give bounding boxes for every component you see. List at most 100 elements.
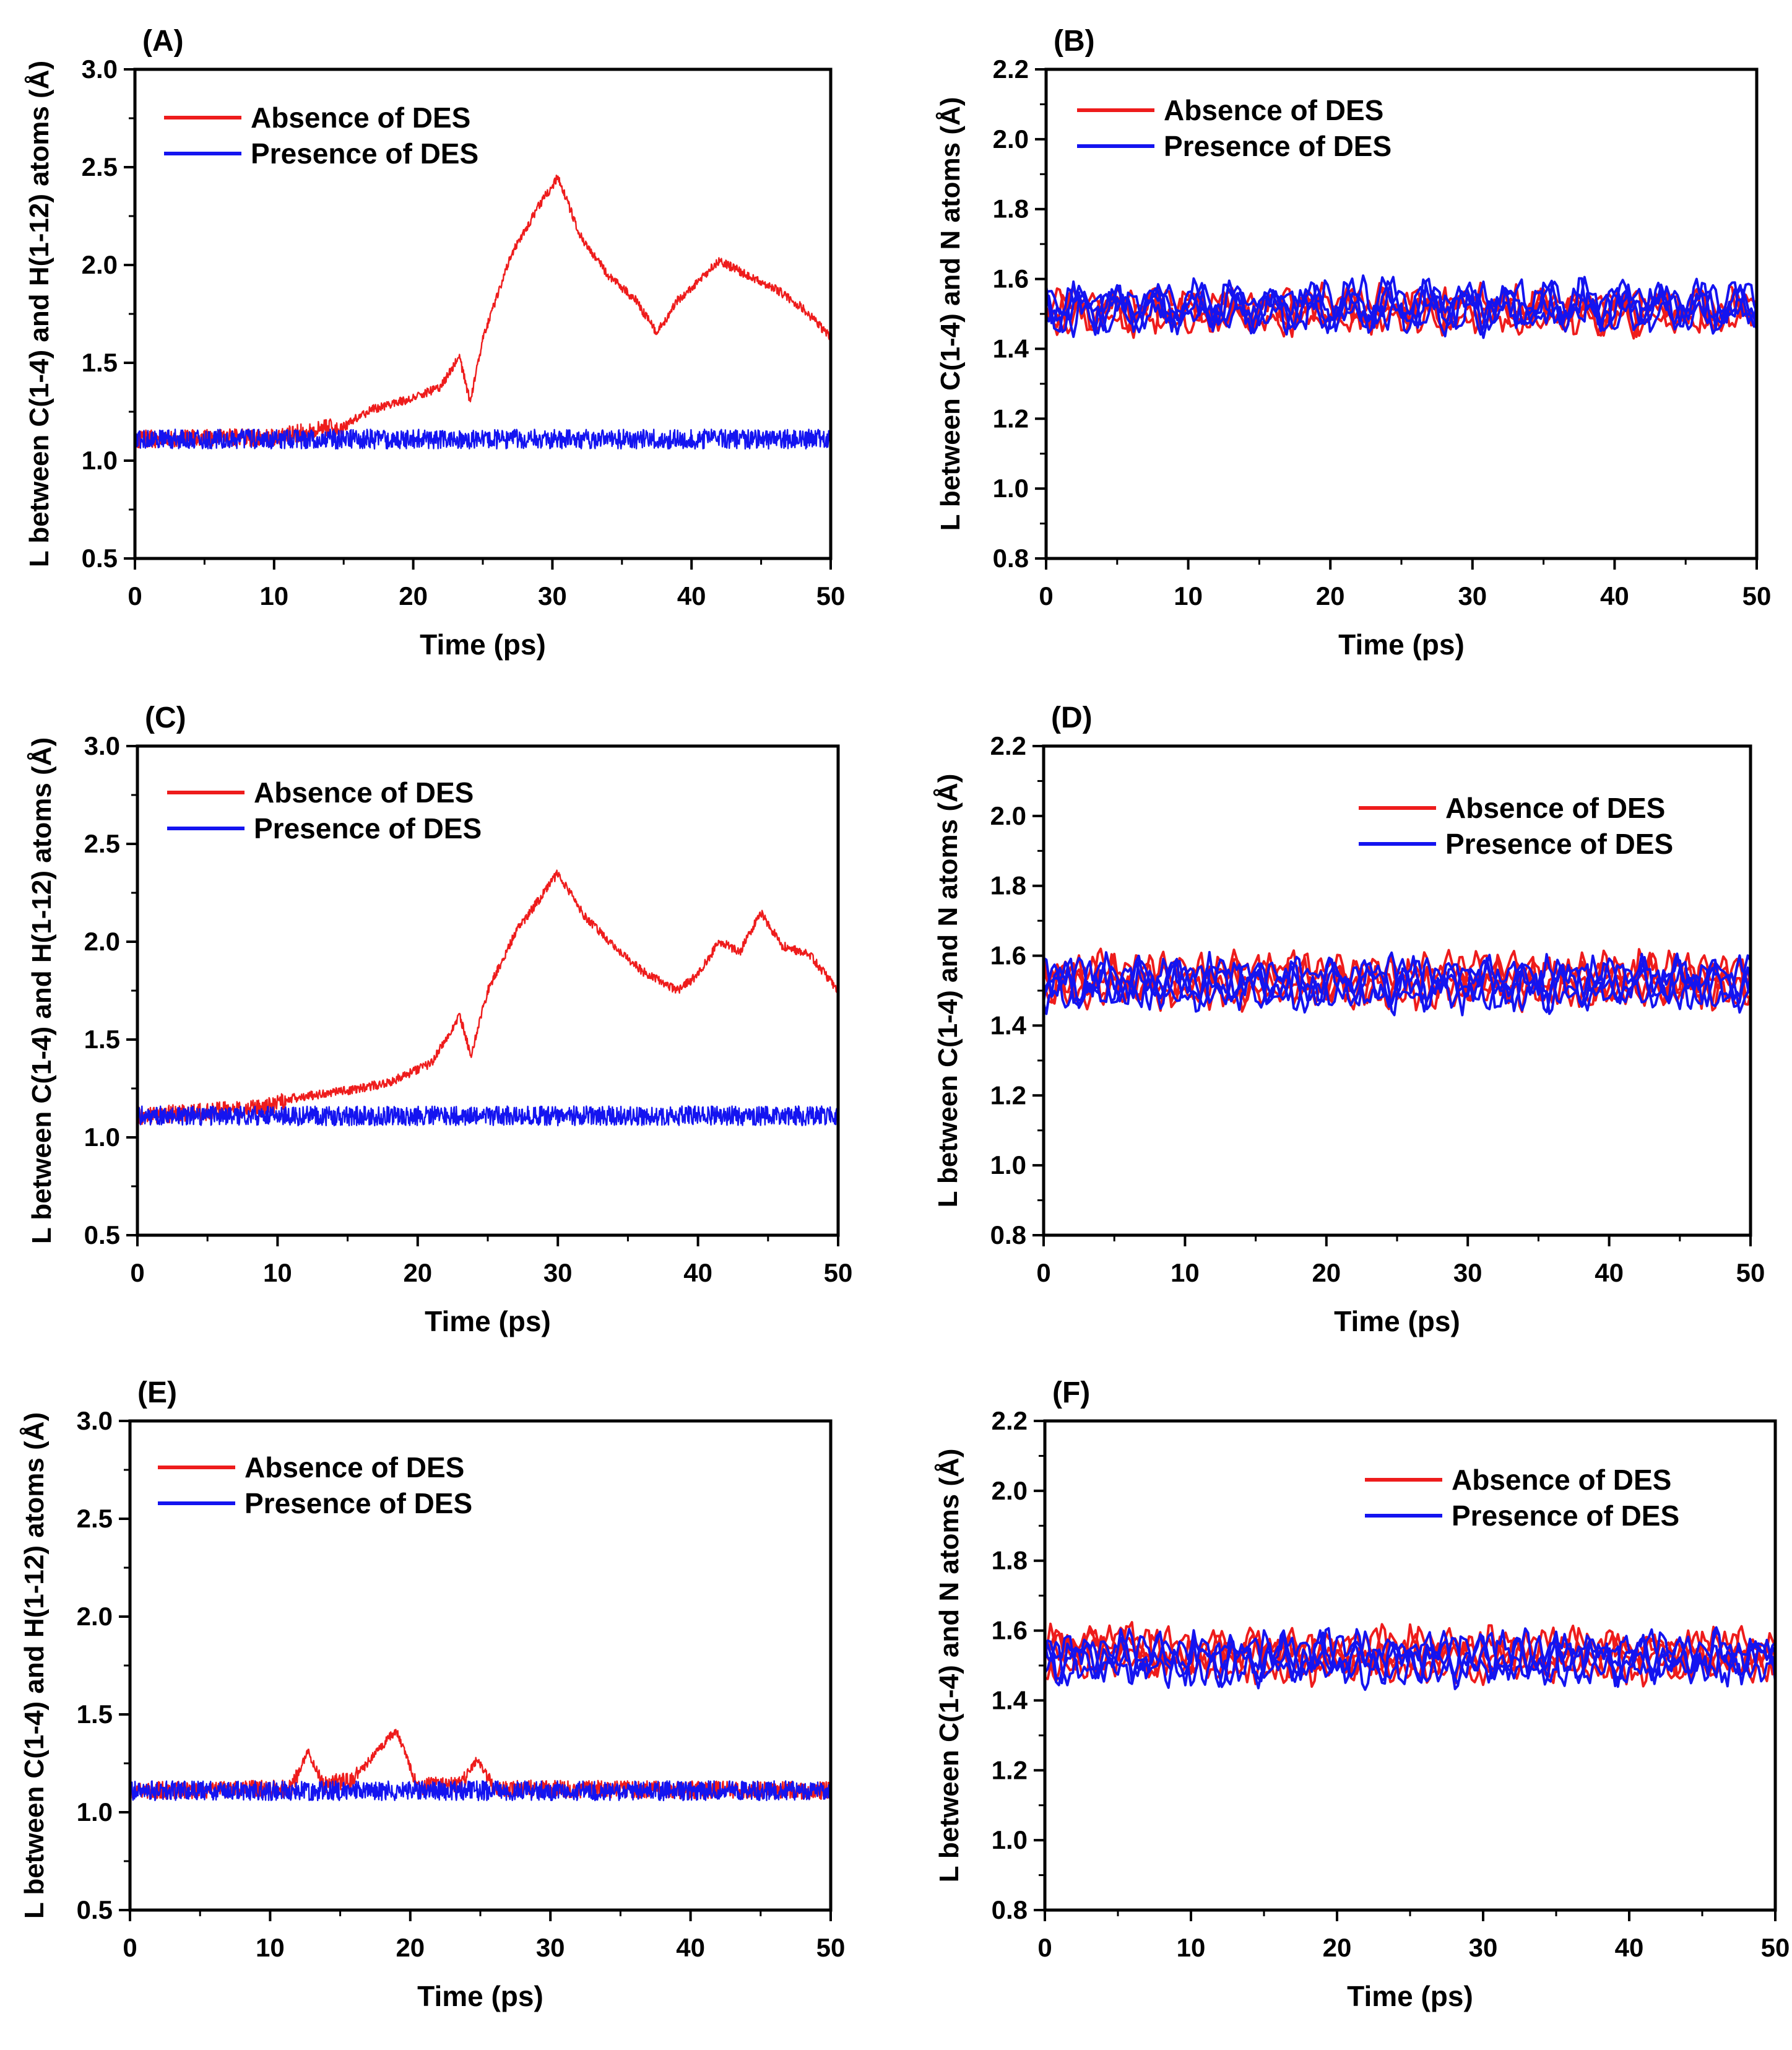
series-line-presence-of-des-d-4: [1044, 951, 1751, 1012]
x-tick-label: 10: [1171, 1258, 1200, 1287]
y-tick-label: 0.5: [82, 544, 118, 573]
x-tick-label: 20: [1316, 581, 1345, 610]
x-tick-label: 30: [538, 581, 567, 610]
x-tick-label: 10: [1174, 581, 1203, 610]
panel-label: (E): [137, 1376, 177, 1409]
y-tick-label: 0.5: [84, 1220, 120, 1249]
y-tick-label: 0.8: [992, 1895, 1028, 1924]
x-tick-label: 10: [263, 1258, 292, 1287]
y-tick-label: 1.0: [993, 474, 1029, 503]
y-tick-label: 2.0: [990, 801, 1026, 830]
series-line-presence-of-des-b-4: [1046, 276, 1757, 336]
x-axis-label: Time (ps): [420, 628, 546, 661]
x-tick-label: 20: [1323, 1933, 1352, 1962]
x-tick-label: 10: [1177, 1933, 1206, 1962]
panel-label: (F): [1052, 1376, 1090, 1409]
series-line-presence-of-des-f-4: [1045, 1628, 1775, 1690]
y-tick-label: 3.0: [77, 1406, 113, 1435]
legend-label: Absence of DES: [1445, 792, 1665, 824]
chart-panel-E: 0 10 20 30 40 50 0.5 1.0 1.5 2.0 2.5 3.0 Time (ps) L …: [19, 1376, 845, 2012]
y-axis-label: L between C(1-4) and H(1-12) atoms (Å): [27, 737, 57, 1244]
x-tick-label: 20: [399, 581, 428, 610]
x-tick-label: 30: [1453, 1258, 1483, 1287]
x-tick-label: 50: [816, 581, 846, 610]
legend-label: Presence of DES: [1452, 1500, 1679, 1532]
legend-label: Absence of DES: [245, 1451, 464, 1483]
legend-label: Presence of DES: [254, 812, 482, 845]
x-tick-label: 0: [1036, 1258, 1050, 1287]
series-line-absence-of-des-d-2: [1044, 949, 1751, 1012]
y-tick-label: 1.2: [992, 1755, 1028, 1784]
y-tick-label: 1.8: [992, 1546, 1028, 1575]
x-tick-label: 40: [1600, 581, 1629, 610]
y-axis-label: L between C(1-4) and N atoms (Å): [933, 774, 963, 1208]
series-line-absence-of-des-c: [137, 869, 838, 1126]
y-axis-label: L between C(1-4) and N atoms (Å): [935, 97, 966, 531]
legend-label: Absence of DES: [254, 776, 474, 809]
y-tick-label: 1.5: [82, 348, 118, 377]
y-tick-label: 2.0: [992, 1476, 1028, 1505]
x-tick-label: 0: [1037, 1933, 1052, 1962]
panel-label: (D): [1051, 701, 1093, 734]
y-tick-label: 1.2: [993, 404, 1029, 433]
y-tick-label: 2.0: [84, 927, 120, 956]
y-tick-label: 1.0: [84, 1123, 120, 1152]
x-tick-label: 20: [1312, 1258, 1341, 1287]
legend-label: Absence of DES: [1164, 94, 1383, 126]
legend-label: Presence of DES: [1164, 130, 1392, 162]
x-tick-label: 0: [123, 1933, 137, 1962]
y-tick-label: 1.0: [992, 1825, 1028, 1854]
chart-panel-B: 0 10 20 30 40 50 0.8 1.0 1.2 1.4 1.6 1.8 2.0 2.2 Time …: [935, 25, 1771, 661]
y-tick-label: 3.0: [82, 54, 118, 84]
y-axis-label: L between C(1-4) and H(1-12) atoms (Å): [19, 1412, 50, 1919]
x-tick-label: 40: [676, 1933, 705, 1962]
y-tick-label: 0.8: [993, 544, 1029, 573]
legend-label: Absence of DES: [1452, 1464, 1671, 1496]
y-axis-label: L between C(1-4) and N atoms (Å): [934, 1449, 964, 1883]
y-tick-label: 1.0: [77, 1797, 113, 1826]
x-tick-label: 50: [816, 1933, 846, 1962]
series-line-presence-of-des-d-2: [1044, 950, 1751, 1017]
x-tick-label: 50: [1742, 581, 1772, 610]
legend-label: Presence of DES: [251, 137, 478, 170]
series-line-presence-of-des-c: [137, 1105, 838, 1127]
y-tick-label: 1.8: [990, 871, 1026, 900]
y-tick-label: 1.6: [993, 264, 1029, 293]
y-axis-label: L between C(1-4) and H(1-12) atoms (Å): [24, 61, 54, 567]
x-tick-label: 30: [1469, 1933, 1498, 1962]
y-tick-label: 0.5: [77, 1895, 113, 1924]
x-tick-label: 20: [403, 1258, 432, 1287]
y-tick-label: 1.2: [990, 1080, 1026, 1110]
x-axis-label: Time (ps): [1338, 628, 1465, 661]
legend-label: Presence of DES: [245, 1487, 472, 1519]
y-tick-label: 2.5: [82, 152, 118, 181]
y-tick-label: 2.2: [990, 731, 1026, 760]
legend-label: Presence of DES: [1445, 828, 1673, 860]
x-tick-label: 50: [824, 1258, 853, 1287]
y-tick-label: 2.0: [82, 250, 118, 279]
x-axis-label: Time (ps): [417, 1980, 543, 2012]
series-line-absence-of-des-a: [135, 175, 831, 449]
series-line-presence-of-des-e: [130, 1780, 831, 1802]
chart-panel-C: 0 10 20 30 40 50 0.5 1.0 1.5 2.0 2.5 3.0 Time (ps) L …: [27, 701, 852, 1337]
panel-label: (C): [145, 701, 186, 734]
y-tick-label: 1.4: [993, 334, 1029, 363]
y-tick-label: 2.5: [77, 1504, 113, 1533]
panel-label: (A): [142, 25, 184, 58]
x-tick-label: 40: [1615, 1933, 1644, 1962]
x-tick-label: 40: [683, 1258, 712, 1287]
x-tick-label: 40: [1595, 1258, 1624, 1287]
x-tick-label: 0: [1039, 581, 1053, 610]
series-line-absence-of-des-f-2: [1045, 1623, 1775, 1688]
y-tick-label: 2.2: [993, 54, 1029, 84]
y-tick-label: 1.6: [990, 941, 1026, 970]
plot-frame: [128, 1419, 833, 1912]
y-tick-label: 2.2: [992, 1406, 1028, 1435]
x-tick-label: 10: [259, 581, 288, 610]
y-tick-label: 2.0: [993, 124, 1029, 154]
chart-panel-A: 0 10 20 30 40 50 0.5 1.0 1.5 2.0 2.5 3.0 Time (ps) L …: [24, 25, 845, 661]
y-tick-label: 1.6: [992, 1616, 1028, 1645]
series-line-presence-of-des-a: [135, 428, 831, 450]
chart-panel-F: 0 10 20 30 40 50 0.8 1.0 1.2 1.4 1.6 1.8 2.0 2.2 Time …: [934, 1376, 1790, 2012]
